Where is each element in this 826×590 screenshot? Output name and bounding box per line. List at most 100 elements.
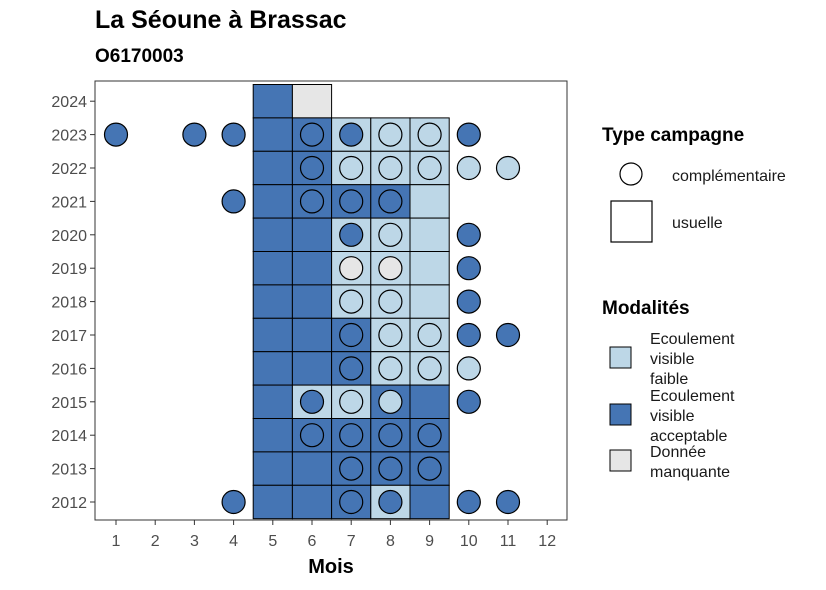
usuelle-square	[252, 451, 293, 486]
x-tick-label: 8	[386, 533, 395, 550]
usuelle-square	[291, 317, 333, 353]
x-tick-label: 2	[151, 533, 160, 550]
plot-panel-border	[94, 80, 568, 521]
legend-fill-key-faible	[609, 346, 632, 369]
chart-title: La Séoune à Brassac	[95, 6, 347, 34]
y-tick-label: 2023	[51, 128, 87, 145]
usuelle-square	[252, 317, 293, 353]
complementaire-point	[182, 122, 207, 147]
legend-label-faible: visible	[650, 351, 695, 368]
complementaire-point	[339, 256, 364, 281]
usuelle-square	[252, 117, 293, 152]
legend-label-acceptable: acceptable	[650, 428, 727, 445]
complementaire-point	[456, 155, 481, 181]
usuelle-square	[291, 84, 333, 119]
complementaire-point	[339, 456, 364, 481]
usuelle-square	[252, 251, 293, 286]
usuelle-square	[291, 217, 333, 253]
usuelle-square	[252, 418, 293, 453]
complementaire-point	[378, 389, 403, 414]
y-tick-label: 2013	[51, 462, 87, 479]
y-tick-label: 2017	[51, 328, 87, 345]
usuelle-square	[291, 484, 333, 520]
complementaire-point	[339, 222, 364, 247]
complementaire-point	[339, 155, 364, 181]
usuelle-square	[291, 351, 333, 386]
complementaire-point	[339, 322, 364, 348]
complementaire-point	[417, 122, 442, 147]
complementaire-point	[456, 289, 481, 314]
legend-label-faible: faible	[650, 371, 688, 388]
x-tick-label: 7	[347, 533, 356, 550]
complementaire-point	[417, 322, 442, 348]
complementaire-point	[456, 489, 481, 515]
legend-label-acceptable: visible	[650, 408, 695, 425]
complementaire-point	[417, 356, 442, 381]
complementaire-point	[378, 256, 403, 281]
y-tick-label: 2024	[51, 94, 87, 111]
x-tick-label: 6	[308, 533, 317, 550]
complementaire-point	[495, 322, 521, 348]
usuelle-square	[252, 284, 293, 319]
complementaire-point	[299, 189, 325, 214]
circles-layer	[103, 122, 521, 515]
complementaire-point	[339, 489, 364, 515]
complementaire-point	[103, 122, 129, 147]
complementaire-point	[378, 322, 403, 348]
complementaire-point	[339, 189, 364, 214]
y-tick-label: 2019	[51, 261, 87, 278]
complementaire-point	[378, 155, 403, 181]
usuelle-square	[252, 184, 293, 219]
complementaire-point	[221, 189, 246, 214]
legend-label-acceptable: Ecoulement	[650, 388, 735, 405]
x-tick-label: 9	[425, 533, 434, 550]
y-tick-label: 2022	[51, 161, 87, 178]
usuelle-square	[252, 484, 293, 520]
usuelle-square	[252, 384, 293, 420]
usuelle-square	[291, 284, 333, 319]
complementaire-point	[378, 356, 403, 381]
x-tick-label: 1	[112, 533, 121, 550]
complementaire-point	[456, 389, 481, 414]
usuelle-square	[252, 217, 293, 253]
y-tick-label: 2020	[51, 228, 87, 245]
x-tick-label: 10	[460, 533, 478, 550]
legend-title-modalites: Modalités	[602, 298, 690, 319]
y-tick-label: 2021	[51, 194, 87, 211]
usuelle-square	[409, 284, 450, 319]
usuelle-square	[409, 184, 450, 219]
complementaire-point	[339, 423, 364, 448]
y-tick-label: 2015	[51, 395, 87, 412]
complementaire-point	[299, 389, 325, 414]
chart-subtitle: O6170003	[95, 46, 184, 67]
usuelle-square	[252, 84, 293, 119]
x-tick-label: 3	[190, 533, 199, 550]
complementaire-point	[378, 222, 403, 247]
complementaire-point	[339, 356, 364, 381]
usuelle-square	[252, 150, 293, 186]
usuelle-square	[409, 384, 450, 420]
complementaire-point	[417, 456, 442, 481]
usuelle-square	[291, 251, 333, 286]
legend-fill-key-manquante	[609, 449, 632, 472]
legend-circle-key	[619, 162, 643, 186]
x-axis-title: Mois	[308, 556, 354, 578]
legend-label-manquante: manquante	[650, 464, 730, 481]
complementaire-point	[378, 189, 403, 214]
y-tick-label: 2016	[51, 361, 87, 378]
complementaire-point	[299, 423, 325, 448]
usuelle-square	[252, 351, 293, 386]
legend: Type campagne complémentaire usuelle Modali…	[602, 125, 786, 481]
y-tick-label: 2014	[51, 428, 87, 445]
complementaire-point	[378, 289, 403, 314]
legend-label-manquante: Donnée	[650, 444, 706, 461]
x-tick-label: 5	[268, 533, 277, 550]
legend-square-key	[610, 200, 653, 243]
complementaire-point	[221, 489, 246, 515]
y-tick-label: 2012	[51, 495, 87, 512]
complementaire-point	[495, 155, 521, 181]
complementaire-point	[456, 222, 481, 247]
complementaire-point	[456, 122, 481, 147]
complementaire-point	[339, 122, 364, 147]
